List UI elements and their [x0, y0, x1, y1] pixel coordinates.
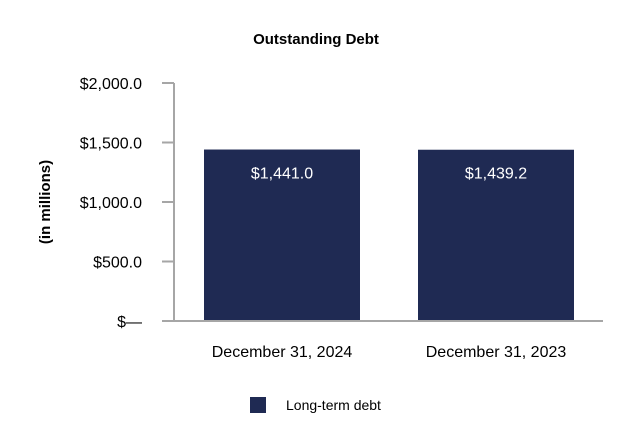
y-tick-label: $— [117, 314, 142, 331]
x-tick-label: December 31, 2023 [426, 344, 567, 361]
x-tick-label: December 31, 2024 [212, 344, 353, 361]
y-tick-label: $500.0 [93, 255, 142, 272]
bar [204, 149, 360, 321]
legend-swatch [250, 397, 266, 413]
y-axis-label: (in millions) [37, 160, 54, 244]
y-tick-label: $1,500.0 [80, 136, 142, 153]
bar-data-label: $1,439.2 [465, 166, 527, 183]
y-tick-label: $1,000.0 [80, 195, 142, 212]
bar [418, 149, 574, 321]
legend-label: Long-term debt [286, 397, 381, 413]
bar-data-label: $1,441.0 [251, 166, 313, 183]
chart-title: Outstanding Debt [253, 31, 379, 48]
y-tick-label: $2,000.0 [80, 76, 142, 93]
